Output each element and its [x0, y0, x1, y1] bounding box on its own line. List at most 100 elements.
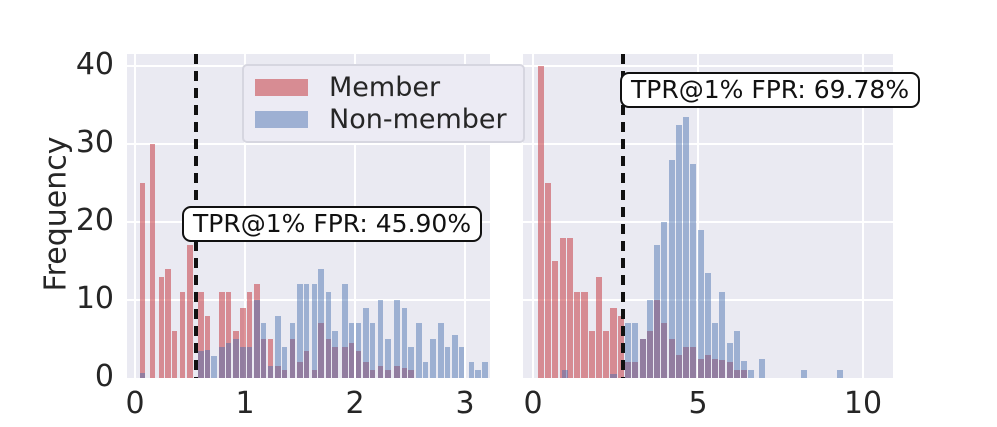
member-bar: [204, 315, 211, 378]
member-bar: [661, 323, 668, 378]
legend-label-member: Member: [329, 72, 441, 103]
nonmember-bar: [639, 339, 646, 378]
y-tick-label: 10: [75, 281, 114, 317]
nonmember-bar: [654, 245, 661, 378]
member-bar-layer: [523, 54, 893, 378]
nonmember-bar: [632, 323, 639, 378]
member-bar: [355, 350, 362, 378]
legend-row-member: Member: [255, 73, 507, 102]
member-bar: [566, 237, 574, 378]
member-bar: [369, 370, 376, 378]
nonmember-bar: [139, 372, 146, 378]
member-bar: [325, 339, 332, 378]
member-bar: [187, 245, 193, 378]
member-bar: [719, 360, 726, 378]
nonmember-bar: [712, 323, 719, 378]
member-bar: [342, 346, 348, 378]
member-bar: [289, 339, 296, 378]
member-bar: [690, 346, 697, 378]
nonmember-bar: [225, 342, 232, 378]
nonmember-bar: [561, 370, 568, 378]
nonmember-bar: [377, 300, 384, 378]
member-bar: [726, 362, 733, 378]
nonmember-bar: [233, 339, 239, 378]
nonmember-bar: [332, 331, 338, 378]
x-tick-label: 0: [523, 386, 543, 421]
member-bar: [225, 292, 232, 378]
nonmember-bar-layer: [523, 54, 893, 378]
nonmember-bar: [726, 342, 733, 378]
y-tick-label: 40: [75, 47, 114, 83]
member-bar: [646, 331, 653, 378]
nonmember-bar: [747, 370, 754, 378]
nonmember-bar: [444, 346, 451, 378]
nonmember-bar: [430, 339, 436, 378]
nonmember-bar: [401, 307, 408, 378]
nonmember-bar: [394, 300, 400, 378]
nonmember-bar: [275, 315, 281, 378]
y-tick-label: 20: [75, 203, 114, 239]
nonmember-bar: [475, 370, 481, 378]
member-bar: [537, 66, 544, 378]
member-bar: [246, 292, 253, 378]
y-tick-label: 0: [94, 359, 114, 395]
nonmember-bar: [267, 366, 274, 378]
nonmember-bar: [246, 346, 253, 378]
member-bar: [617, 315, 624, 378]
member-bar: [394, 366, 400, 378]
nonmember-bar: [254, 300, 260, 378]
nonmember-bar: [219, 346, 225, 378]
member-bar: [401, 367, 408, 378]
nonmember-bar: [733, 331, 740, 378]
nonmember-bar: [452, 335, 458, 378]
nonmember-bar: [408, 346, 414, 378]
legend: Member Non-member: [242, 64, 525, 143]
nonmember-bar: [719, 292, 726, 378]
nonmember-bar: [683, 116, 690, 378]
member-bar: [559, 237, 566, 378]
member-bar: [318, 323, 324, 378]
member-bar: [668, 339, 675, 378]
gridline-vertical: [134, 54, 136, 378]
x-tick-label: 10: [843, 386, 883, 421]
nonmember-bar: [704, 272, 711, 378]
gridline-horizontal: [523, 65, 893, 67]
nonmember-bar: [303, 284, 310, 378]
member-bar: [363, 362, 369, 378]
member-bar: [275, 366, 281, 378]
x-tick-label: 0: [125, 386, 145, 421]
gridline-horizontal: [523, 299, 893, 301]
gridline-vertical: [697, 54, 699, 378]
member-bar: [348, 342, 355, 378]
member-bar: [254, 284, 260, 378]
gridline-horizontal: [523, 221, 893, 223]
member-bar: [712, 358, 719, 378]
nonmember-bar: [355, 323, 362, 378]
member-bar-layer: [127, 54, 490, 378]
nonmember-bar: [211, 356, 217, 378]
tpr-annotation-left: TPR@1% FPR: 45.90%: [182, 206, 483, 242]
member-bar: [741, 370, 748, 378]
nonmember-bar: [690, 163, 697, 378]
member-bar: [588, 331, 595, 378]
y-tick-label: 30: [75, 125, 114, 161]
nonmember-bar: [342, 284, 348, 378]
member-bar: [240, 307, 246, 378]
member-bar: [303, 350, 310, 378]
member-bar: [385, 370, 391, 378]
nonmember-bar: [482, 362, 488, 378]
gridline-vertical: [862, 54, 864, 378]
nonmember-bar: [260, 323, 267, 378]
nonmember-bar: [311, 284, 318, 378]
member-bar: [574, 292, 581, 378]
nonmember-bar: [204, 349, 211, 378]
member-bar: [233, 331, 239, 378]
member-bar: [704, 354, 711, 378]
x-tick-label: 3: [455, 386, 475, 421]
right-histogram-plot: [523, 54, 893, 378]
nonmember-bar: [438, 323, 444, 378]
gridline-horizontal: [523, 143, 893, 145]
member-bar: [632, 362, 639, 378]
nonmember-bar-layer: [127, 54, 490, 378]
member-bar: [281, 370, 288, 378]
